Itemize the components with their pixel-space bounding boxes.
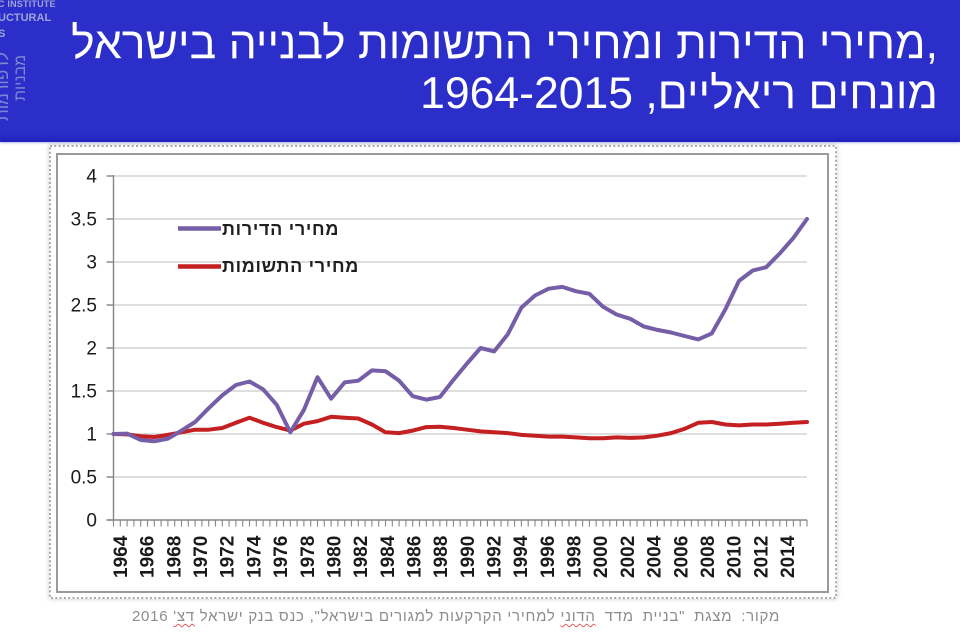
svg-text:1974: 1974: [244, 535, 265, 578]
svg-text:0.5: 0.5: [71, 468, 97, 489]
svg-text:1998: 1998: [565, 536, 586, 578]
svg-text:1990: 1990: [458, 536, 479, 578]
svg-text:2010: 2010: [725, 536, 746, 578]
svg-text:1988: 1988: [431, 536, 452, 578]
svg-text:1996: 1996: [538, 536, 559, 578]
svg-text:1980: 1980: [324, 536, 345, 578]
svg-text:2002: 2002: [618, 536, 639, 578]
svg-text:1964: 1964: [111, 535, 132, 578]
svg-text:1970: 1970: [191, 536, 212, 578]
svg-text:0: 0: [86, 511, 97, 532]
svg-text:2.5: 2.5: [71, 296, 97, 317]
svg-text:1966: 1966: [138, 536, 159, 578]
svg-text:1986: 1986: [405, 536, 426, 578]
svg-text:2012: 2012: [751, 536, 772, 578]
svg-text:4: 4: [86, 167, 97, 188]
svg-text:2000: 2000: [591, 536, 612, 578]
svg-text:1976: 1976: [271, 536, 292, 578]
svg-text:1994: 1994: [511, 535, 532, 578]
svg-text:2004: 2004: [645, 535, 666, 578]
svg-text:1968: 1968: [164, 536, 185, 578]
svg-text:2008: 2008: [698, 536, 719, 578]
svg-text:1984: 1984: [378, 535, 399, 578]
svg-text:1982: 1982: [351, 536, 372, 578]
svg-text:2014: 2014: [778, 535, 799, 578]
svg-text:1.5: 1.5: [71, 382, 97, 403]
svg-text:1992: 1992: [485, 536, 506, 578]
svg-text:3.5: 3.5: [71, 210, 97, 231]
svg-text:2006: 2006: [671, 536, 692, 578]
svg-text:1972: 1972: [218, 536, 239, 578]
svg-text:1978: 1978: [298, 536, 319, 578]
svg-text:3: 3: [86, 253, 97, 274]
svg-text:1: 1: [86, 425, 97, 446]
svg-text:2: 2: [86, 339, 97, 360]
